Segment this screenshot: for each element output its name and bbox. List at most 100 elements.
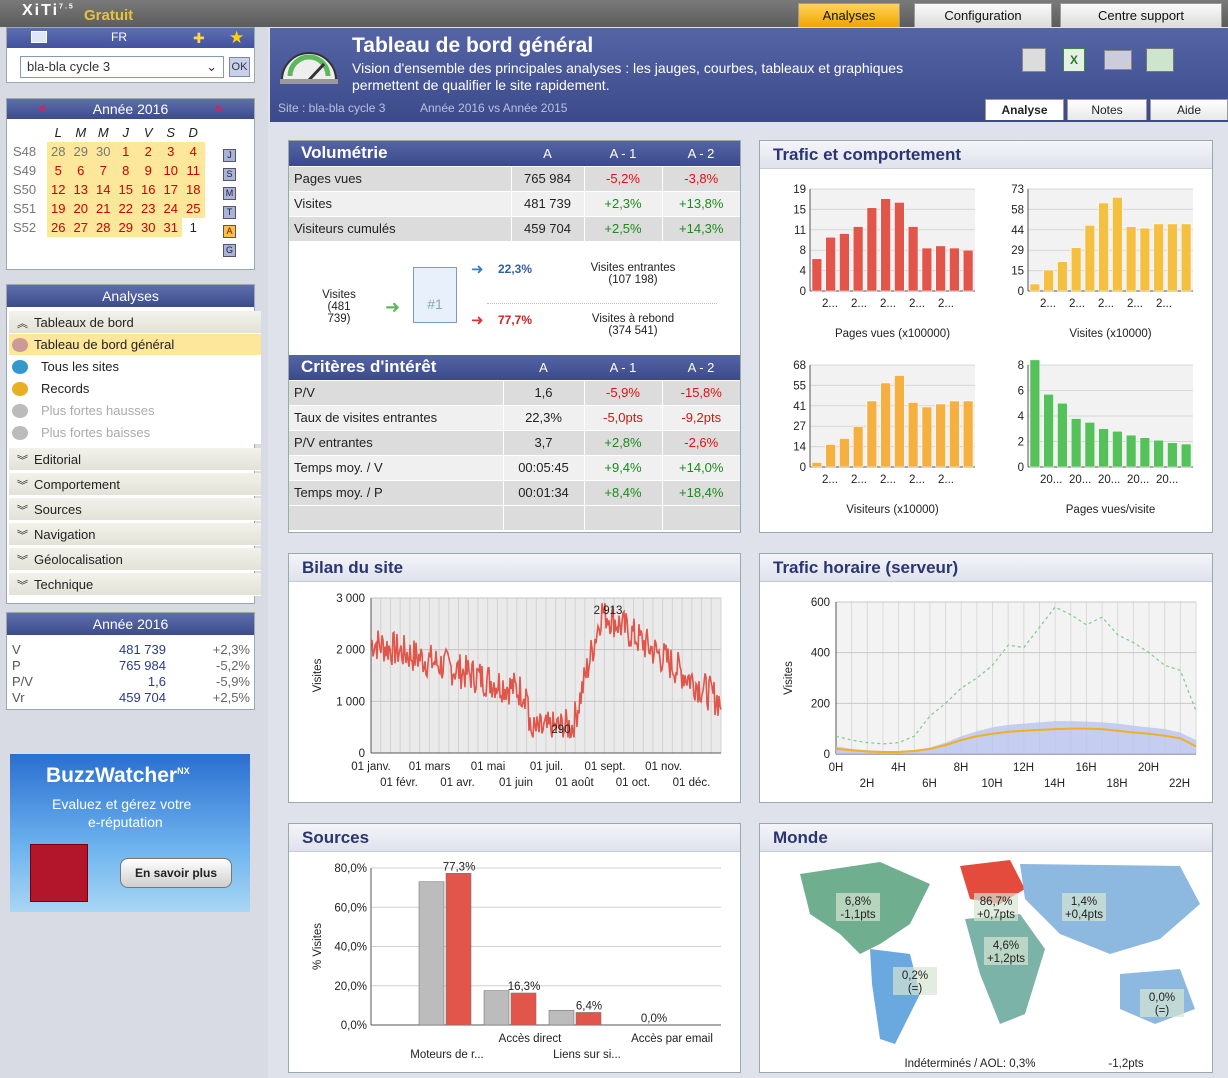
menu-group-1[interactable]: ︾ Editorial	[9, 448, 261, 471]
x-tick-label: 22H	[1169, 778, 1190, 790]
x-tick-label: 2...	[938, 474, 954, 486]
sources-bar-chart: 80,0% 60,0% 40,0% 20,0% 0,0% % Visites 77,3% Mo…	[312, 861, 721, 1061]
xiti-logo[interactable]: XiTi7.5	[22, 2, 75, 19]
calendar-day[interactable]: 3	[159, 142, 182, 161]
menu-item-4[interactable]: Plus fortes baisses	[9, 422, 261, 444]
menu-group-4[interactable]: ︾ Navigation	[9, 523, 261, 546]
calendar-day[interactable]: 30	[137, 218, 160, 237]
sites-list-icon[interactable]	[31, 31, 47, 43]
calendar-day[interactable]: 1	[114, 142, 137, 161]
calendar-day[interactable]: 13	[69, 180, 92, 199]
period-button-j[interactable]: J	[223, 149, 236, 162]
email-icon[interactable]	[1104, 50, 1132, 70]
menu-item-2[interactable]: Records	[9, 378, 261, 400]
calendar-day[interactable]: 27	[69, 218, 92, 237]
calendar-day[interactable]: 17	[159, 180, 182, 199]
print-icon[interactable]	[1146, 48, 1174, 72]
calendar-day[interactable]: 26	[47, 218, 70, 237]
star-icon[interactable]: ★	[229, 28, 245, 47]
menu-item-0[interactable]: Tableau de bord général	[9, 334, 261, 356]
calendar-day[interactable]: 8	[114, 161, 137, 180]
tab-analyses[interactable]: Analyses	[798, 3, 900, 27]
y-tick-label: 0	[800, 462, 806, 474]
calendar-day[interactable]: 28	[47, 142, 70, 161]
menu-group-6[interactable]: ︾ Technique	[9, 573, 261, 596]
menu-group-0[interactable]: ︽ Tableaux de bord	[9, 311, 261, 334]
bar	[949, 400, 960, 468]
calendar-day[interactable]: 29	[114, 218, 137, 237]
menu-item-3[interactable]: Plus fortes hausses	[9, 400, 261, 422]
calendar-day[interactable]: 5	[47, 161, 70, 180]
calendar-day[interactable]: 14	[92, 180, 115, 199]
calendar-day[interactable]: 21	[92, 199, 115, 218]
menu-group-2[interactable]: ︾ Comportement	[9, 473, 261, 496]
bar	[963, 249, 974, 292]
calendar-day[interactable]: 30	[92, 142, 115, 161]
calendar-day[interactable]: 6	[69, 161, 92, 180]
calendar-day[interactable]: 18	[182, 180, 205, 199]
calendar-day[interactable]: 29	[69, 142, 92, 161]
menu-group-5[interactable]: ︾ Géolocalisation	[9, 548, 261, 571]
site-select[interactable]: bla-bla cycle 3 ⌄	[20, 56, 224, 78]
week-number[interactable]: S49	[13, 163, 37, 178]
x-tick-label: 14H	[1044, 778, 1065, 790]
calendar-day[interactable]: 4	[182, 142, 205, 161]
buzzwatcher-ad[interactable]: BuzzWatcherNX Evaluez et gérez votre e-r…	[10, 754, 250, 912]
bar	[1181, 223, 1192, 292]
x-tick-label: 2...	[822, 298, 838, 310]
bar	[1029, 283, 1040, 292]
calendar-day[interactable]: 15	[114, 180, 137, 199]
ok-button[interactable]: OK	[229, 57, 250, 77]
pdf-export-icon[interactable]	[1022, 48, 1046, 72]
add-favorite-icon[interactable]: ✚	[193, 30, 205, 46]
period-button-a[interactable]: A	[223, 225, 236, 238]
week-number[interactable]: S51	[13, 201, 37, 216]
period-button-t[interactable]: T	[223, 206, 236, 219]
calendar-day[interactable]: 11	[182, 161, 205, 180]
bar	[839, 233, 850, 292]
calendar-day[interactable]: 20	[69, 199, 92, 218]
tab-notes[interactable]: Notes	[1067, 99, 1147, 120]
week-number[interactable]: S50	[13, 182, 37, 197]
calendar-day[interactable]: 24	[159, 199, 182, 218]
week-number[interactable]: S48	[13, 144, 37, 159]
menu-item-1[interactable]: Tous les sites	[9, 356, 261, 378]
calendar-day[interactable]: 19	[47, 199, 70, 218]
tab-analyse[interactable]: Analyse	[985, 99, 1064, 120]
calendar-day[interactable]: 9	[137, 161, 160, 180]
bar	[825, 237, 836, 292]
calendar-day[interactable]: 25	[182, 199, 205, 218]
calendar-day[interactable]: 1	[189, 220, 197, 235]
tab-centre-support[interactable]: Centre support	[1060, 3, 1222, 27]
calendar-day[interactable]: 12	[47, 180, 70, 199]
period-button-g[interactable]: G	[223, 244, 236, 257]
y-tick-label: 55	[793, 380, 806, 392]
week-number[interactable]: S52	[13, 220, 37, 235]
tab-configuration[interactable]: Configuration	[914, 3, 1052, 27]
excel-export-icon[interactable]: X	[1063, 48, 1085, 72]
calendar-day[interactable]: 28	[92, 218, 115, 237]
menu-group-3[interactable]: ︾ Sources	[9, 498, 261, 521]
calendar-day[interactable]: 10	[159, 161, 182, 180]
period-button-s[interactable]: S	[223, 168, 236, 181]
x-tick-label: 18H	[1106, 778, 1127, 790]
y-tick-label: 60,0%	[334, 902, 367, 914]
next-year-icon[interactable]: ▶	[216, 103, 224, 114]
calendar-day[interactable]: 16	[137, 180, 160, 199]
language-label[interactable]: FR	[111, 30, 127, 44]
bar	[1153, 223, 1164, 292]
calendar-day[interactable]: 31	[159, 218, 182, 237]
prev-year-icon[interactable]: ◀	[37, 103, 45, 114]
calendar-day[interactable]: 2	[137, 142, 160, 161]
bar	[811, 258, 822, 292]
calendar-day[interactable]: 22	[114, 199, 137, 218]
tab-aide[interactable]: Aide	[1150, 99, 1228, 120]
value-label: 6,4%	[576, 1000, 602, 1012]
ad-learn-more-button[interactable]: En savoir plus	[120, 858, 232, 888]
period-button-m[interactable]: M	[223, 187, 236, 200]
y-tick-label: 19	[793, 184, 806, 196]
region-percent: 6,8%	[845, 896, 871, 908]
bar	[445, 872, 472, 1026]
calendar-day[interactable]: 23	[137, 199, 160, 218]
calendar-day[interactable]: 7	[92, 161, 115, 180]
